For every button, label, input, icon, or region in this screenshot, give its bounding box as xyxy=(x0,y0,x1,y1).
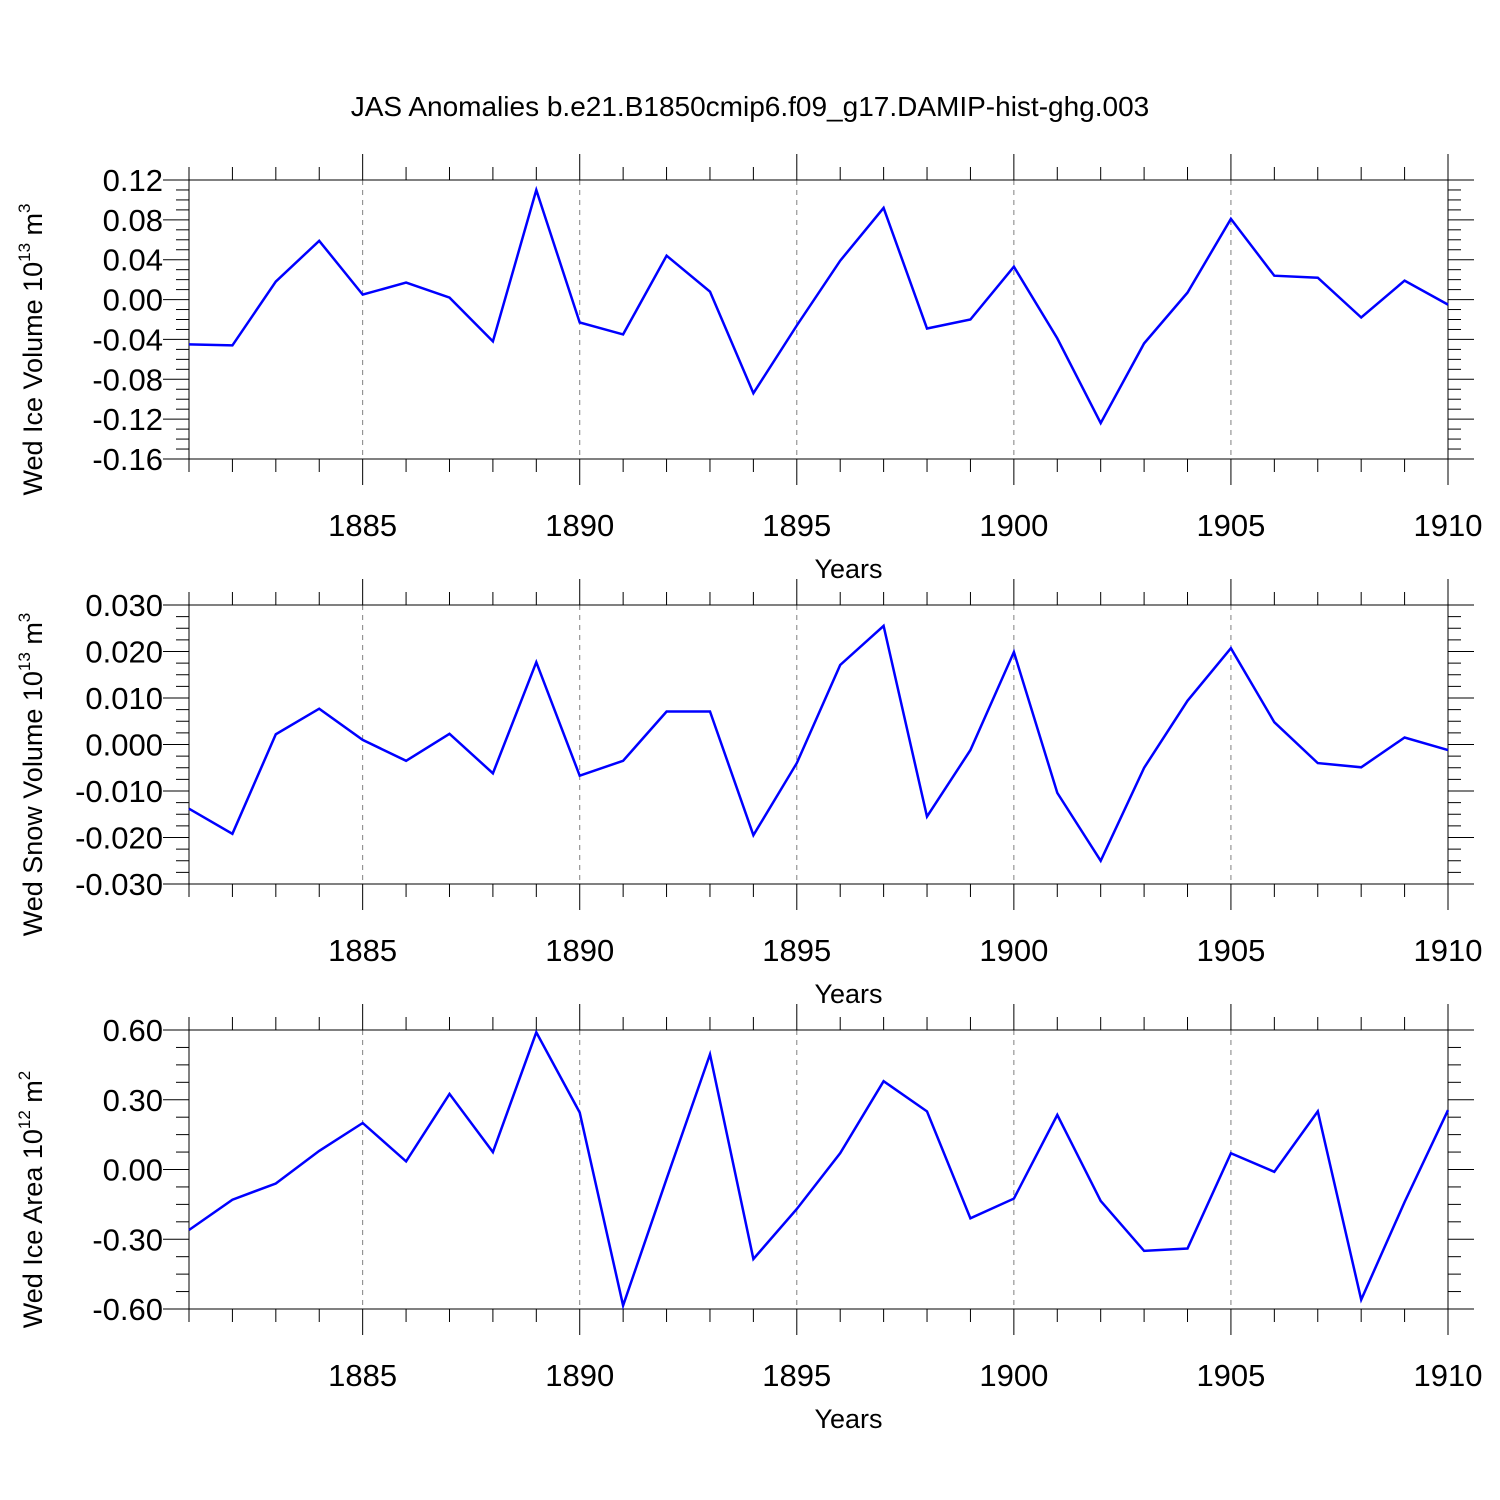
x-tick-label-snow-volume-1890: 1890 xyxy=(545,933,614,968)
x-tick-label-ice-area-1900: 1900 xyxy=(979,1358,1048,1393)
plot-frame-ice-volume xyxy=(188,179,1449,460)
plot-frame-ice-area xyxy=(188,1029,1449,1310)
y-tick-label-ice-volume: -0.04 xyxy=(92,322,163,357)
y-axis-label-ice-volume: Wed Ice Volume 1013 m3 xyxy=(15,203,48,495)
y-tick-label-ice-volume: 0.00 xyxy=(103,283,163,318)
x-tick-label-ice-area-1905: 1905 xyxy=(1196,1358,1265,1393)
series-line-ice-area xyxy=(188,1029,1450,1311)
y-axis-label-snow-volume: Wed Snow Volume 1013 m3 xyxy=(15,613,48,937)
y-tick-label-ice-area: 0.00 xyxy=(103,1153,163,1188)
y-axis-label-ice-area: Wed Ice Area 1012 m2 xyxy=(15,1071,48,1329)
x-tick-label-ice-volume-1905: 1905 xyxy=(1196,508,1265,543)
plot-frame-snow-volume xyxy=(188,604,1449,885)
panel-ice-area: 0.60 0.30 0.00 -0.30 -0.60 1885 1890 1895 1900 19… xyxy=(15,1004,1482,1434)
x-tick-label-ice-area-1890: 1890 xyxy=(545,1358,614,1393)
y-tick-label-ice-area: -0.60 xyxy=(92,1292,163,1327)
x-tick-label-ice-volume-1890: 1890 xyxy=(545,508,614,543)
y-tick-label-ice-volume: -0.16 xyxy=(92,442,163,477)
x-tick-label-snow-volume-1895: 1895 xyxy=(762,933,831,968)
panel-ice-volume: 0.12 0.08 0.04 0.00 -0.04 -0.08 -0.12 -0.16 1885… xyxy=(15,154,1482,584)
x-tick-label-ice-volume-1885: 1885 xyxy=(328,508,397,543)
y-tick-label-ice-volume: -0.12 xyxy=(92,402,163,437)
y-tick-label-snow-volume: 0.000 xyxy=(85,728,163,763)
chart-title: JAS Anomalies b.e21.B1850cmip6.f09_g17.D… xyxy=(351,91,1149,122)
y-tick-label-ice-area: 0.30 xyxy=(103,1083,163,1118)
y-tick-label-ice-volume: 0.08 xyxy=(103,203,163,238)
x-tick-label-ice-volume-1900: 1900 xyxy=(979,508,1048,543)
x-tick-label-ice-area-1885: 1885 xyxy=(328,1358,397,1393)
y-tick-label-snow-volume: -0.030 xyxy=(75,867,163,902)
x-tick-label-ice-volume-1895: 1895 xyxy=(762,508,831,543)
y-tick-label-snow-volume: 0.010 xyxy=(85,681,163,716)
x-tick-label-snow-volume-1905: 1905 xyxy=(1196,933,1265,968)
y-tick-label-ice-area: 0.60 xyxy=(103,1013,163,1048)
y-tick-label-ice-volume: 0.12 xyxy=(103,163,163,198)
x-tick-label-snow-volume-1900: 1900 xyxy=(979,933,1048,968)
x-axis-label-ice-volume: Years xyxy=(814,554,882,584)
y-tick-label-ice-area: -0.30 xyxy=(92,1222,163,1257)
panels: 0.12 0.08 0.04 0.00 -0.04 -0.08 -0.12 -0.16 1885… xyxy=(15,154,1482,1434)
x-tick-label-snow-volume-1910: 1910 xyxy=(1414,933,1483,968)
y-tick-label-snow-volume: -0.010 xyxy=(75,774,163,809)
series-line-ice-volume xyxy=(188,185,1449,426)
y-tick-label-snow-volume: 0.020 xyxy=(85,635,163,670)
x-tick-label-ice-area-1895: 1895 xyxy=(762,1358,831,1393)
x-axis-label-snow-volume: Years xyxy=(814,979,882,1009)
series-line-snow-volume xyxy=(188,623,1449,864)
y-tick-label-ice-volume: -0.08 xyxy=(92,362,163,397)
panel-snow-volume: 0.030 0.020 0.010 0.000 -0.010 -0.020 -0.030 18… xyxy=(15,579,1482,1009)
y-tick-label-ice-volume: 0.04 xyxy=(103,243,163,278)
x-axis-label-ice-area: Years xyxy=(814,1404,882,1434)
y-tick-label-snow-volume: -0.020 xyxy=(75,821,163,856)
y-tick-label-snow-volume: 0.030 xyxy=(85,588,163,623)
x-tick-label-snow-volume-1885: 1885 xyxy=(328,933,397,968)
x-tick-label-ice-volume-1910: 1910 xyxy=(1414,508,1483,543)
x-tick-label-ice-area-1910: 1910 xyxy=(1414,1358,1483,1393)
